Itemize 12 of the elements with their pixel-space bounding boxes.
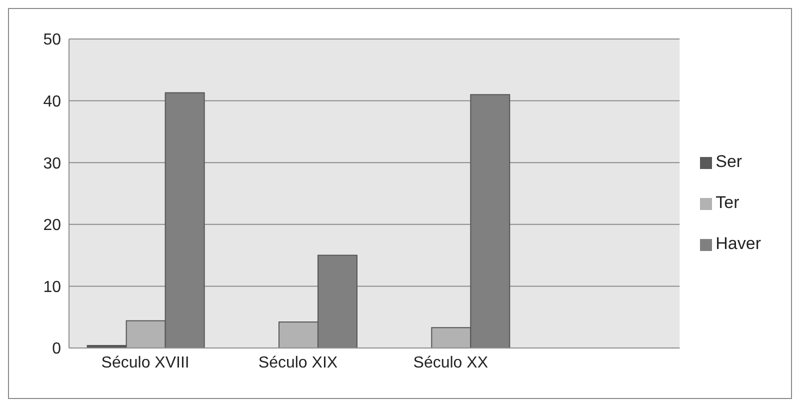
y-tick-label: 10 (43, 278, 62, 296)
legend-label: Haver (716, 234, 761, 253)
legend-label: Ser (716, 152, 742, 171)
x-tick-label: Século XX (413, 354, 488, 372)
x-tick-label: Século XVIII (101, 354, 190, 372)
legend-label: Ter (716, 193, 740, 212)
y-tick-label: 20 (43, 217, 62, 234)
y-tick-label: 40 (43, 93, 62, 110)
y-tick-label: 50 (43, 32, 62, 49)
y-tick-label: 0 (52, 340, 62, 358)
y-tick-label: 30 (43, 155, 62, 172)
x-tick-label: Século XIX (258, 354, 338, 372)
